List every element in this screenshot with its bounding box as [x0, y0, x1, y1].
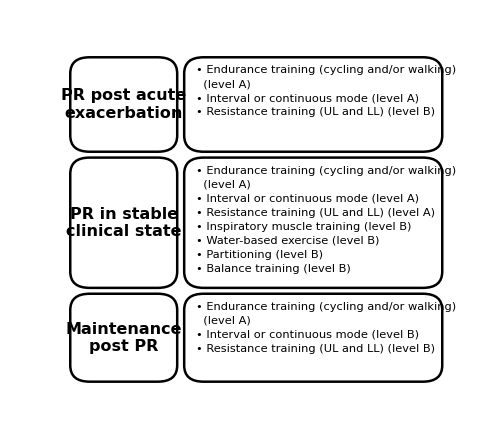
- Text: • Endurance training (cycling and/or walking)
  (level A)
• Interval or continuo: • Endurance training (cycling and/or wal…: [196, 66, 456, 118]
- Text: • Endurance training (cycling and/or walking)
  (level A)
• Interval or continuo: • Endurance training (cycling and/or wal…: [196, 302, 456, 354]
- FancyBboxPatch shape: [70, 158, 177, 288]
- FancyBboxPatch shape: [184, 57, 442, 152]
- FancyBboxPatch shape: [70, 57, 177, 152]
- Text: PR in stable
clinical state: PR in stable clinical state: [66, 206, 182, 239]
- FancyBboxPatch shape: [184, 294, 442, 382]
- Text: • Endurance training (cycling and/or walking)
  (level A)
• Interval or continuo: • Endurance training (cycling and/or wal…: [196, 166, 456, 274]
- Text: PR post acute
exacerbation: PR post acute exacerbation: [61, 88, 186, 121]
- FancyBboxPatch shape: [184, 158, 442, 288]
- FancyBboxPatch shape: [70, 294, 177, 382]
- Text: Maintenance
post PR: Maintenance post PR: [66, 321, 182, 354]
